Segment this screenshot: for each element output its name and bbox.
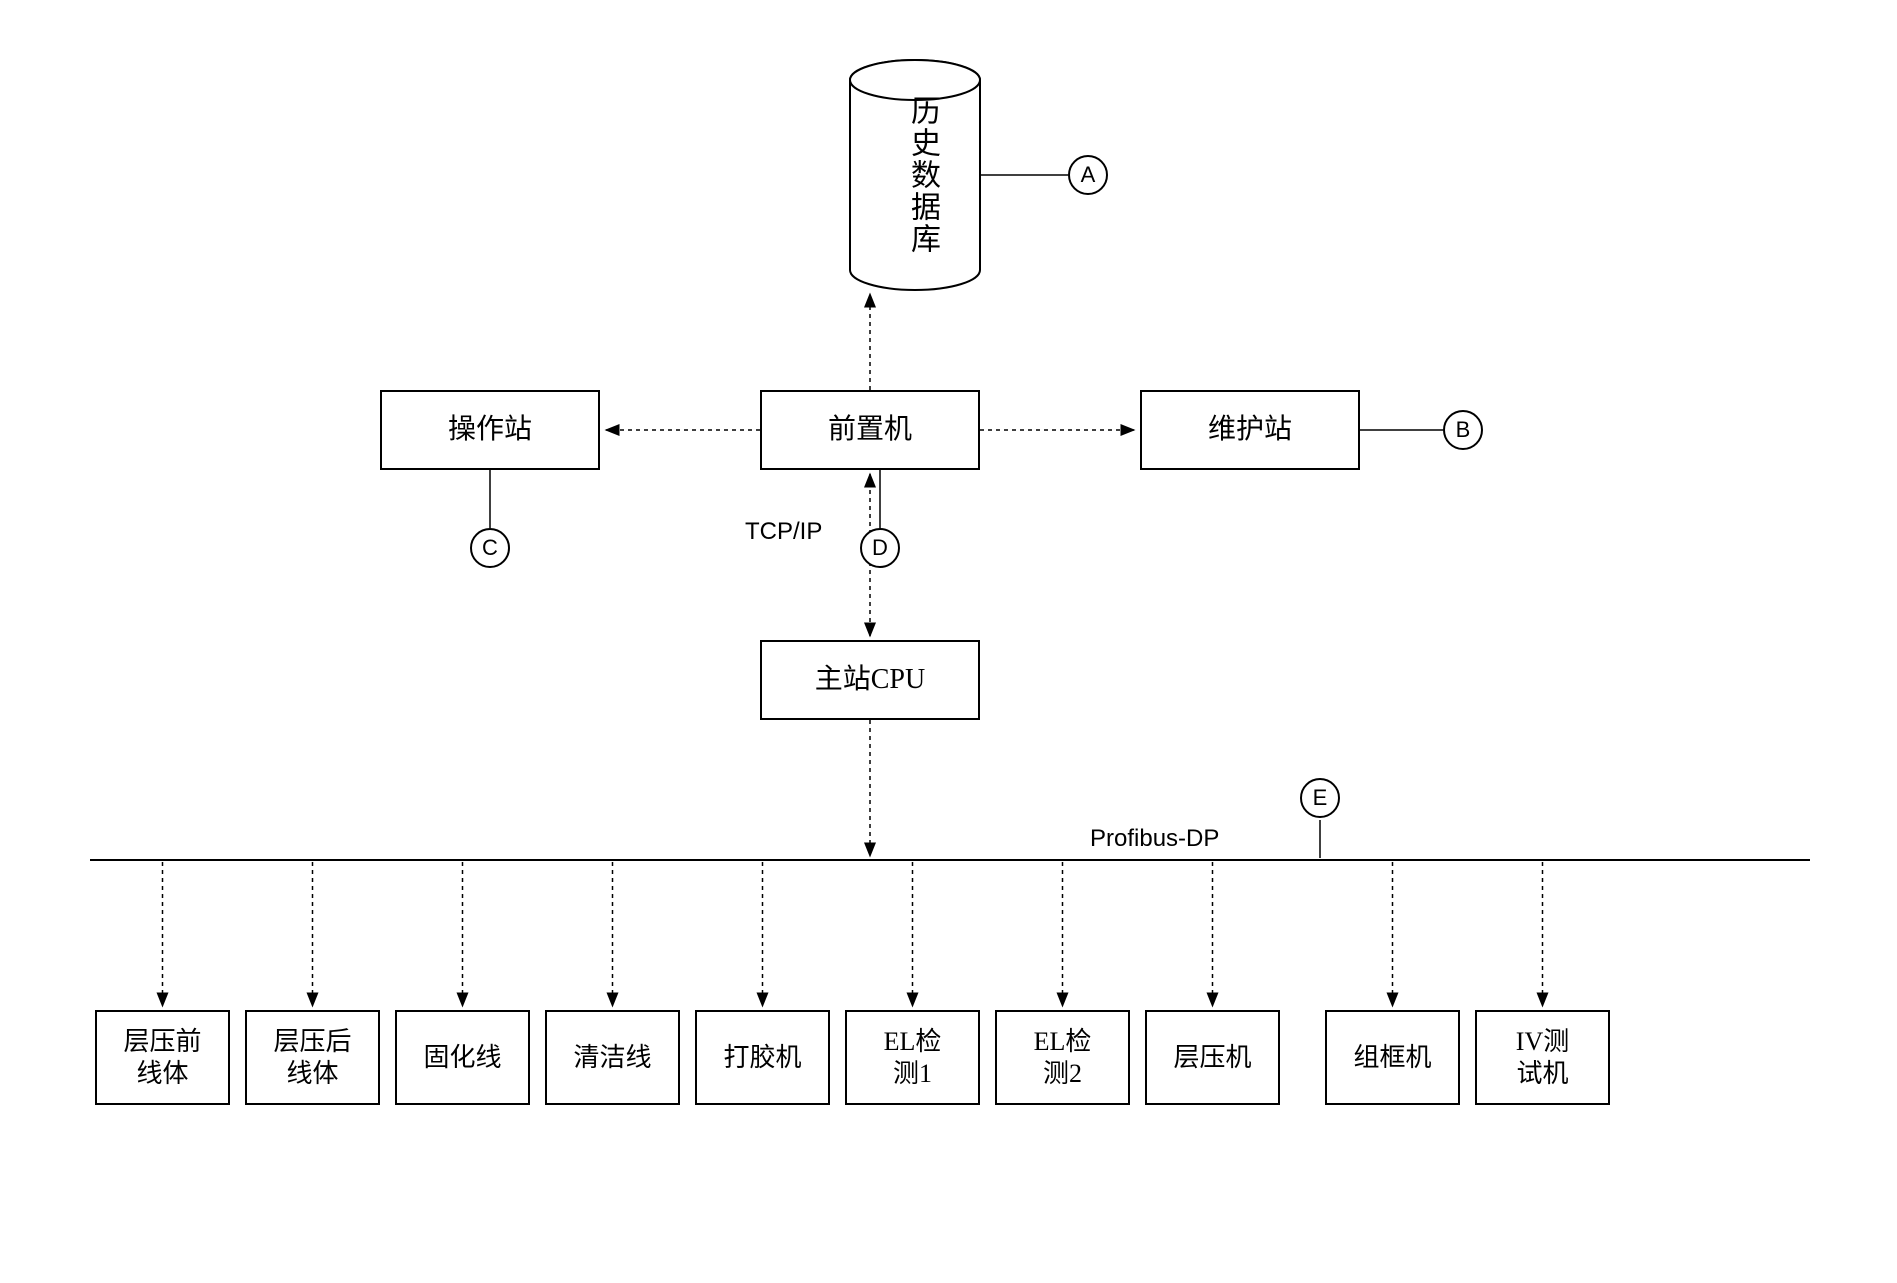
device-label: 组框机 bbox=[1353, 1042, 1431, 1073]
device-box: 打胶机 bbox=[695, 1010, 830, 1105]
circle-C: C bbox=[470, 528, 510, 568]
maintenance-station-box: 维护站 bbox=[1140, 390, 1360, 470]
device-label: EL检测1 bbox=[884, 1026, 942, 1088]
operator-station-box: 操作站 bbox=[380, 390, 600, 470]
database-label: 历史数据库 bbox=[900, 95, 944, 255]
device-label: 层压后线体 bbox=[273, 1026, 351, 1088]
master-cpu-box: 主站CPU bbox=[760, 640, 980, 720]
device-box: 固化线 bbox=[395, 1010, 530, 1105]
device-label: 层压机 bbox=[1173, 1042, 1251, 1073]
system-architecture-diagram: 历史数据库 操作站 前置机 维护站 主站CPU TCP/IP Profibus-… bbox=[0, 0, 1897, 1283]
device-box: 清洁线 bbox=[545, 1010, 680, 1105]
device-box: 层压后线体 bbox=[245, 1010, 380, 1105]
bus-drops bbox=[163, 862, 1543, 1006]
device-label: IV测试机 bbox=[1516, 1026, 1569, 1088]
front-machine-label: 前置机 bbox=[828, 413, 912, 447]
circle-A: A bbox=[1068, 155, 1108, 195]
operator-station-label: 操作站 bbox=[448, 413, 532, 447]
device-box: IV测试机 bbox=[1475, 1010, 1610, 1105]
device-label: 清洁线 bbox=[573, 1042, 651, 1073]
circle-D: D bbox=[860, 528, 900, 568]
device-box: EL检测2 bbox=[995, 1010, 1130, 1105]
master-cpu-label: 主站CPU bbox=[815, 663, 925, 697]
device-label: 固化线 bbox=[423, 1042, 501, 1073]
device-box: 层压机 bbox=[1145, 1010, 1280, 1105]
device-box: 层压前线体 bbox=[95, 1010, 230, 1105]
device-label: EL检测2 bbox=[1034, 1026, 1092, 1088]
front-machine-box: 前置机 bbox=[760, 390, 980, 470]
device-label: 层压前线体 bbox=[123, 1026, 201, 1088]
profibus-label: Profibus-DP bbox=[1090, 825, 1219, 853]
circle-B: B bbox=[1443, 410, 1483, 450]
circle-E: E bbox=[1300, 778, 1340, 818]
device-box: 组框机 bbox=[1325, 1010, 1460, 1105]
maintenance-station-label: 维护站 bbox=[1208, 413, 1292, 447]
device-box: EL检测1 bbox=[845, 1010, 980, 1105]
tcp-ip-label: TCP/IP bbox=[745, 518, 822, 546]
device-label: 打胶机 bbox=[723, 1042, 801, 1073]
